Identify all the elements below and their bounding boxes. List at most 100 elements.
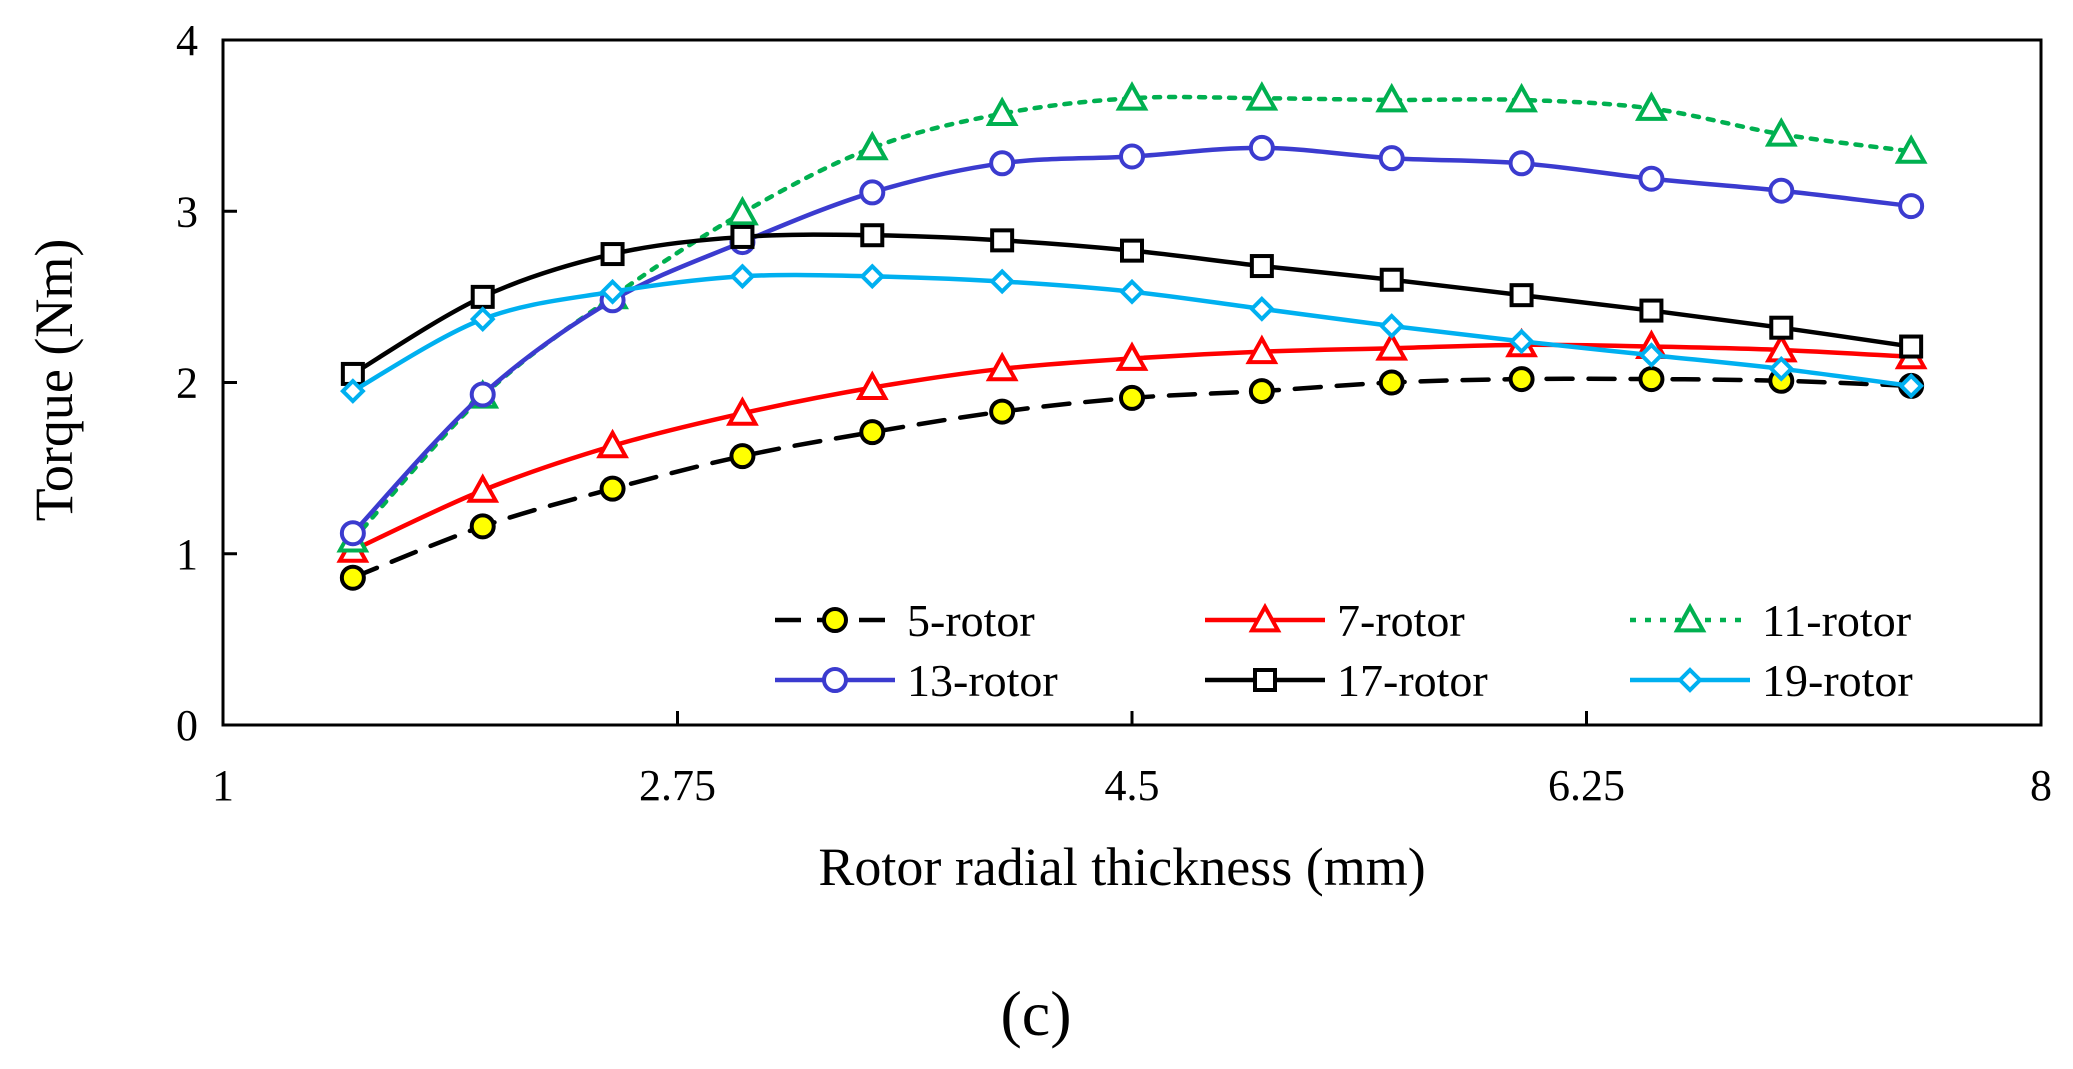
data-point-11-rotor [1245, 81, 1279, 111]
data-point-19-rotor [859, 263, 886, 290]
legend-label-11-rotor: 11-rotor [1762, 595, 1911, 646]
series-line-7-rotor [350, 342, 1914, 553]
y-tick-label: 1 [176, 530, 198, 579]
y-axis-title: Torque (Nm) [24, 239, 84, 522]
data-point-7-rotor [1115, 341, 1149, 371]
x-tick-label: 8 [2030, 761, 2052, 810]
data-point-17-rotor [990, 228, 1015, 253]
data-point-5-rotor [1378, 369, 1405, 396]
x-tick-label: 4.5 [1105, 761, 1160, 810]
data-point-19-rotor [599, 278, 626, 305]
series-5-rotor [339, 366, 1925, 591]
data-point-17-rotor [860, 223, 885, 248]
data-point-11-rotor [726, 195, 759, 226]
legend-item-13-rotor: 13-rotor [775, 655, 1058, 706]
data-point-5-rotor [1119, 384, 1145, 411]
data-point-7-rotor [726, 396, 759, 426]
data-point-5-rotor [469, 513, 496, 540]
legend-item-19-rotor: 19-rotor [1630, 655, 1913, 706]
data-point-11-rotor [1115, 81, 1149, 111]
data-point-11-rotor [1764, 117, 1798, 147]
legend-marker-7-rotor [1248, 602, 1282, 633]
data-point-19-rotor [1638, 342, 1665, 368]
data-point-13-rotor [469, 381, 496, 408]
data-point-13-rotor [1768, 177, 1795, 204]
y-tick-label: 0 [176, 701, 198, 750]
data-point-5-rotor [1508, 366, 1535, 393]
legend-item-5-rotor: 5-rotor [775, 595, 1035, 646]
data-point-19-rotor [1508, 328, 1535, 355]
data-point-13-rotor [339, 520, 366, 547]
series-19-rotor [340, 263, 1924, 404]
series-group [336, 81, 1928, 591]
data-point-5-rotor [339, 564, 366, 591]
series-7-rotor [336, 327, 1928, 563]
legend-marker-19-rotor [1677, 667, 1703, 693]
data-point-19-rotor [340, 378, 366, 404]
legend-label-17-rotor: 17-rotor [1337, 655, 1488, 706]
data-point-13-rotor [1638, 165, 1665, 192]
data-point-7-rotor [466, 473, 500, 503]
y-tick-label: 4 [176, 16, 198, 65]
data-point-17-rotor [1899, 334, 1924, 359]
data-point-13-rotor [989, 150, 1016, 177]
data-point-13-rotor [1119, 143, 1145, 170]
legend-item-17-rotor: 17-rotor [1205, 655, 1488, 706]
data-point-17-rotor [1379, 267, 1404, 292]
data-point-13-rotor [1898, 193, 1925, 220]
y-tick-label: 3 [176, 187, 198, 236]
data-point-17-rotor [730, 224, 755, 249]
data-point-19-rotor [1768, 355, 1795, 382]
data-point-17-rotor [1769, 315, 1794, 340]
data-point-5-rotor [729, 443, 756, 470]
series-line-13-rotor [350, 145, 1914, 536]
data-point-17-rotor [470, 284, 495, 309]
data-point-11-rotor [1635, 91, 1668, 121]
x-tick-label: 6.25 [1548, 761, 1625, 810]
legend-marker-17-rotor [1253, 668, 1277, 692]
x-tick-label: 2.75 [639, 761, 716, 810]
data-point-17-rotor [1120, 238, 1144, 263]
data-point-7-rotor [985, 351, 1019, 382]
legend-label-7-rotor: 7-rotor [1337, 595, 1465, 646]
data-point-11-rotor [985, 96, 1019, 127]
data-point-19-rotor [729, 263, 756, 290]
data-point-17-rotor [1509, 283, 1534, 308]
legend-label-5-rotor: 5-rotor [907, 595, 1035, 646]
legend-label-19-rotor: 19-rotor [1762, 655, 1913, 706]
data-point-5-rotor [599, 475, 626, 502]
legend-marker-5-rotor [822, 607, 848, 633]
data-point-17-rotor [600, 242, 625, 267]
x-axis-title: Rotor radial thickness (mm) [818, 837, 1425, 897]
legend-item-7-rotor: 7-rotor [1205, 595, 1465, 646]
data-point-11-rotor [1375, 82, 1409, 113]
legend-marker-11-rotor [1673, 602, 1707, 633]
data-point-5-rotor [859, 419, 886, 446]
data-point-5-rotor [1248, 378, 1275, 405]
data-point-19-rotor [989, 268, 1015, 295]
data-point-11-rotor [1894, 134, 1928, 164]
data-point-11-rotor [1505, 82, 1538, 113]
data-point-7-rotor [1375, 331, 1409, 361]
data-point-7-rotor [1245, 334, 1279, 365]
data-point-5-rotor [1638, 366, 1665, 393]
data-point-19-rotor [1378, 313, 1405, 339]
data-point-19-rotor [1898, 373, 1924, 399]
figure-caption: (c) [1000, 978, 1071, 1049]
y-tick-label: 2 [176, 359, 198, 408]
data-point-7-rotor [596, 428, 629, 459]
legend-label-13-rotor: 13-rotor [907, 655, 1058, 706]
data-point-19-rotor [1249, 296, 1275, 322]
data-point-11-rotor [855, 130, 889, 161]
data-point-17-rotor [1249, 254, 1274, 279]
data-point-13-rotor [1248, 134, 1275, 161]
legend-marker-13-rotor [822, 667, 848, 693]
data-point-19-rotor [1119, 278, 1145, 305]
data-point-17-rotor [1639, 298, 1664, 323]
data-point-13-rotor [859, 179, 886, 206]
legend: 5-rotor 7-rotor 11-rotor 13-rotor 17-rotor 19… [775, 595, 1913, 706]
x-tick-label: 1 [212, 761, 234, 810]
series-13-rotor [339, 134, 1925, 547]
